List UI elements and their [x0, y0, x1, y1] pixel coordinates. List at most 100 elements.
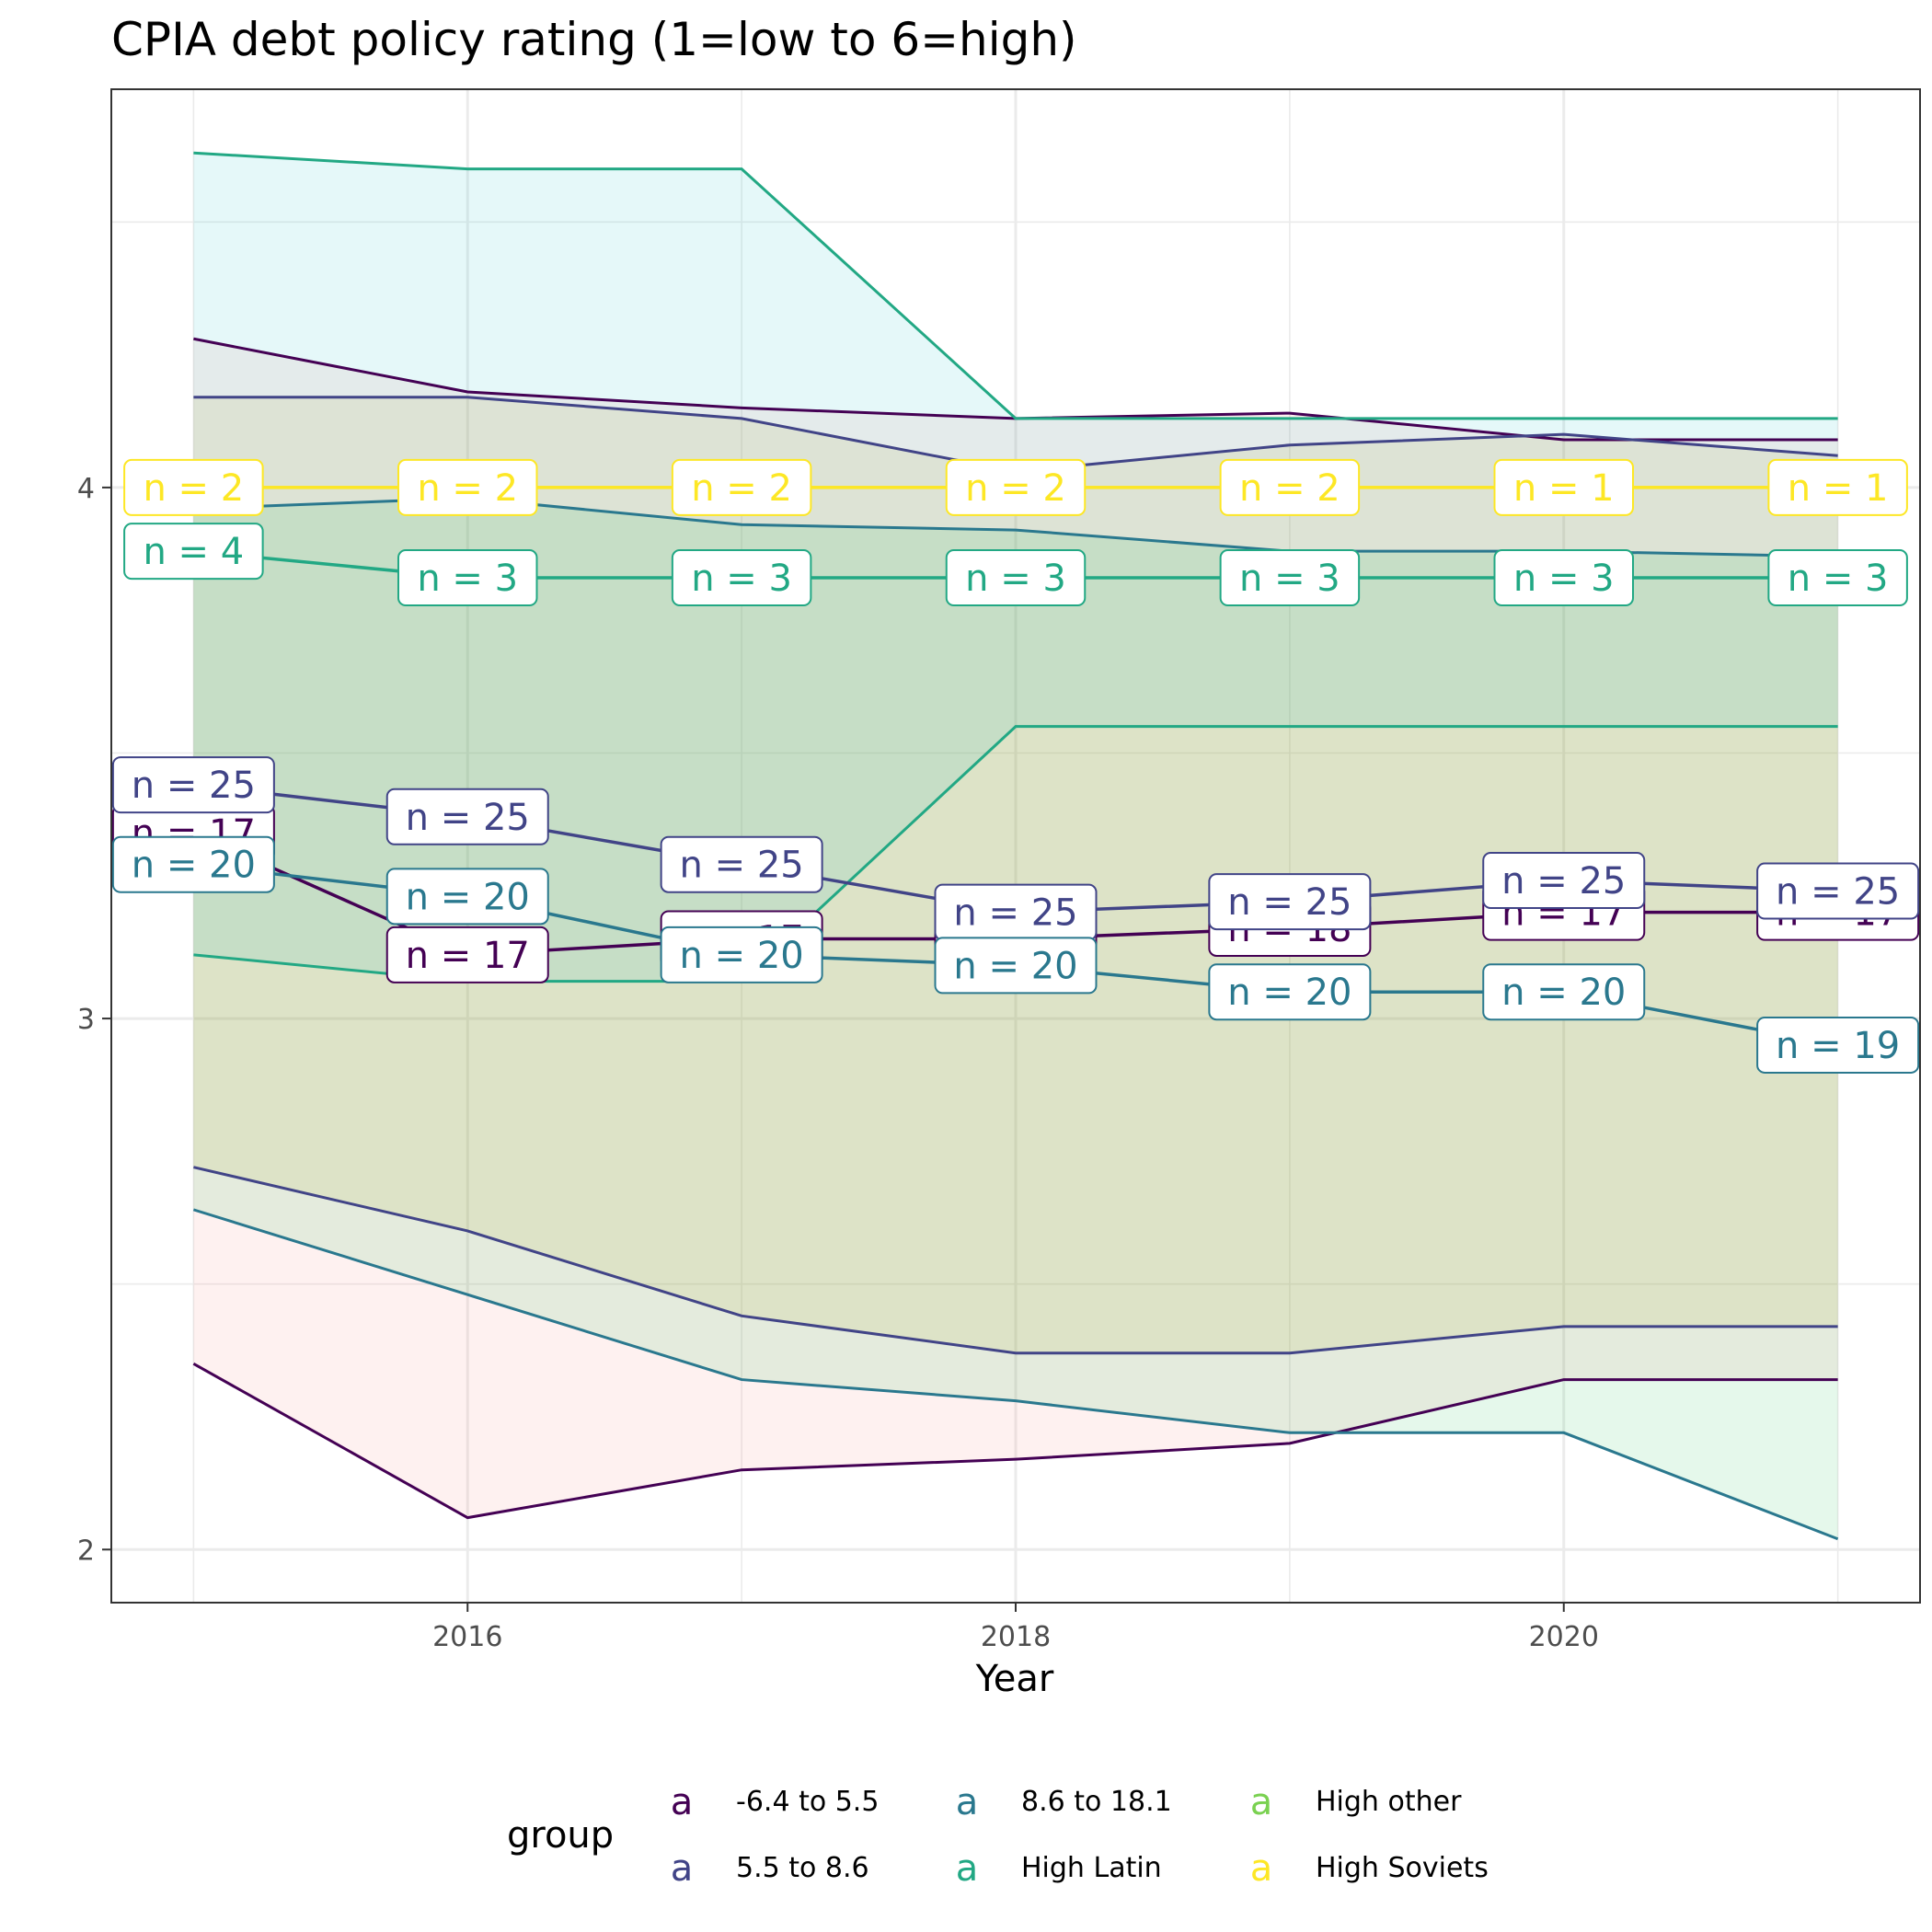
count-label-text: n = 25: [953, 892, 1077, 935]
count-label: n = 25: [1482, 852, 1646, 910]
legend-key: a: [1250, 1781, 1273, 1823]
count-label-box: [123, 458, 264, 516]
count-label: n = 20: [1208, 963, 1372, 1021]
count-label-text: n = 20: [406, 876, 530, 918]
count-label-text: n = 20: [953, 945, 1077, 987]
count-label-box: [397, 549, 538, 607]
legend-key: a: [671, 1781, 694, 1823]
count-label-box: [934, 937, 1098, 995]
count-label-box: [1219, 549, 1361, 607]
count-label-box: [945, 458, 1087, 516]
count-label-box: [671, 458, 812, 516]
y-tick-label: 4: [77, 473, 95, 505]
count-label-box: [1482, 852, 1646, 910]
count-label-box: [945, 549, 1087, 607]
count-label: n = 20: [934, 937, 1098, 995]
count-label-text: n = 19: [1776, 1025, 1900, 1067]
legend-key: a: [956, 1781, 979, 1823]
count-label-text: n = 3: [1513, 558, 1615, 600]
count-label-text: n = 1: [1513, 467, 1615, 510]
count-label-box: [1756, 1016, 1920, 1074]
count-label: n = 2: [123, 458, 264, 516]
count-label: n = 3: [397, 549, 538, 607]
count-label: n = 2: [1219, 458, 1361, 516]
legend-item: a 8.6 to 18.1: [956, 1781, 1172, 1823]
y-tick-label: 2: [77, 1535, 95, 1567]
count-label-text: n = 25: [1227, 881, 1351, 924]
count-label: n = 4: [123, 523, 264, 581]
y-tick-label: 3: [77, 1004, 95, 1036]
count-label-box: [1767, 458, 1908, 516]
legend-item: a -6.4 to 5.5: [671, 1781, 880, 1823]
count-label-text: n = 3: [1788, 558, 1889, 600]
count-label-text: n = 3: [1239, 558, 1340, 600]
legend-item: a 5.5 to 8.6: [671, 1847, 869, 1890]
count-label-box: [660, 835, 823, 893]
count-label-text: n = 25: [1776, 871, 1900, 914]
count-label-text: n = 20: [1227, 972, 1351, 1014]
count-label-box: [671, 549, 812, 607]
count-label: n = 1: [1767, 458, 1908, 516]
count-label: n = 20: [111, 835, 275, 893]
legend: group a -6.4 to 5.5 a 5.5 to 8.6 a 8.6 to 18.…: [507, 1781, 1489, 1890]
count-label: n = 3: [1493, 549, 1635, 607]
legend-label: -6.4 to 5.5: [736, 1786, 879, 1818]
legend-item: a High other: [1250, 1781, 1462, 1823]
count-label-text: n = 3: [417, 558, 518, 600]
count-label: n = 20: [385, 868, 549, 926]
count-label-box: [385, 788, 549, 845]
count-label-box: [1493, 549, 1635, 607]
count-label: n = 25: [1208, 873, 1372, 931]
legend-label: 5.5 to 8.6: [736, 1852, 869, 1884]
count-label-text: n = 25: [1501, 860, 1626, 903]
count-label: n = 3: [671, 549, 812, 607]
count-label: n = 3: [1767, 549, 1908, 607]
count-label: n = 25: [111, 756, 275, 814]
legend-key: a: [1250, 1847, 1273, 1890]
count-label-text: n = 17: [406, 935, 530, 977]
y-axis: 2 3 4: [77, 473, 111, 1567]
count-label-box: [385, 868, 549, 926]
count-label-text: n = 1: [1788, 467, 1889, 510]
count-label: n = 25: [385, 788, 549, 845]
x-tick-label: 2016: [432, 1621, 502, 1653]
count-label-box: [385, 926, 549, 983]
count-label-box: [1767, 549, 1908, 607]
count-label-text: n = 20: [680, 935, 804, 977]
legend-key: a: [671, 1847, 694, 1890]
count-label: n = 20: [1482, 963, 1646, 1021]
count-label-text: n = 2: [965, 467, 1066, 510]
count-label: n = 25: [660, 835, 823, 893]
ribbon-8.6 to 18.1: [193, 498, 1838, 1539]
count-label: n = 17: [385, 926, 549, 983]
count-label-text: n = 25: [132, 765, 256, 807]
count-label-box: [397, 458, 538, 516]
upper-bound-line: [193, 151, 1838, 420]
lower-bound-line: [192, 1362, 1838, 1520]
count-label-box: [123, 523, 264, 581]
count-label: n = 25: [1756, 862, 1920, 920]
count-label-text: n = 2: [691, 467, 792, 510]
legend-item: a High Soviets: [1250, 1847, 1489, 1890]
count-label: n = 19: [1756, 1016, 1920, 1074]
x-tick-label: 2020: [1529, 1621, 1599, 1653]
count-label: n = 20: [660, 926, 823, 983]
count-label-text: n = 20: [1501, 972, 1626, 1014]
count-label-box: [1208, 873, 1372, 931]
count-labels: n = 17n = 17n = 17n = 17n = 18n = 17n = …: [111, 458, 1920, 1074]
legend-key: a: [956, 1847, 979, 1890]
count-label-box: [1219, 458, 1361, 516]
legend-item: a High Latin: [956, 1847, 1162, 1890]
ribbon-5.5 to 8.6: [193, 397, 1838, 1353]
count-label: n = 3: [945, 549, 1087, 607]
legend-label: 8.6 to 18.1: [1021, 1786, 1172, 1818]
count-label-text: n = 25: [406, 797, 530, 839]
count-label-box: [1493, 458, 1635, 516]
count-label-box: [1756, 862, 1920, 920]
legend-label: High Soviets: [1316, 1852, 1489, 1884]
count-label-text: n = 2: [143, 467, 244, 510]
count-label-text: n = 4: [143, 531, 244, 573]
chart-title: CPIA debt policy rating (1=low to 6=high…: [111, 13, 1077, 66]
count-label: n = 2: [397, 458, 538, 516]
